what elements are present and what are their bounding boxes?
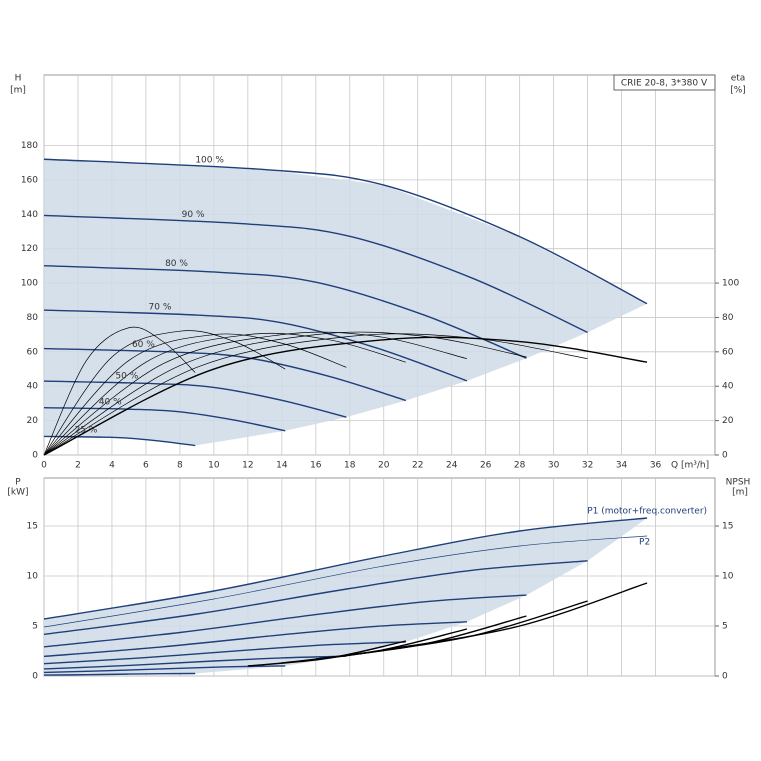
- y-tick-label: 40: [27, 382, 39, 392]
- y2-axis-label: eta: [731, 74, 746, 84]
- secondary-curve: [43, 333, 347, 456]
- y-tick-label: 180: [21, 141, 38, 151]
- curve: [43, 435, 196, 447]
- x-tick-label: 18: [344, 461, 356, 471]
- y2-tick-label: 5: [722, 622, 728, 632]
- curve-label: 60 %: [132, 340, 155, 350]
- curve: [43, 347, 407, 402]
- y-tick-label: 60: [27, 347, 39, 357]
- curve: [43, 594, 527, 648]
- y2-tick-label: 100: [722, 279, 739, 289]
- x-tick-label: 0: [41, 461, 47, 471]
- curve: [43, 535, 648, 628]
- y-tick-label: 140: [21, 210, 38, 220]
- operating-range: [44, 159, 648, 446]
- y2-axis-unit: [m]: [732, 488, 748, 498]
- curve: [43, 407, 286, 432]
- curve: [43, 655, 347, 670]
- secondary-curve: [43, 336, 648, 456]
- title-box: [613, 74, 716, 91]
- curve: [43, 158, 648, 305]
- curve: [43, 621, 468, 658]
- y2-tick-label: 0: [722, 672, 728, 682]
- y-tick-label: 0: [32, 672, 38, 682]
- y2-tick-label: 0: [722, 451, 728, 461]
- x-axis-label: Q [m³/h]: [671, 461, 709, 471]
- x-tick-label: 28: [514, 461, 526, 471]
- curve: [43, 264, 527, 359]
- curve: [43, 214, 588, 334]
- secondary-curve: [247, 640, 406, 667]
- x-tick-label: 4: [109, 461, 115, 471]
- y-tick-label: 20: [27, 416, 39, 426]
- curve-label: P2: [639, 538, 650, 548]
- x-tick-label: 2: [75, 461, 81, 471]
- y2-tick-label: 20: [722, 416, 734, 426]
- y2-tick-label: 80: [722, 313, 734, 323]
- secondary-curve: [43, 331, 468, 456]
- y2-axis-label: NPSH: [726, 478, 751, 488]
- curve: [43, 380, 347, 418]
- chart-title: CRIE 20-8, 3*380 V: [621, 79, 708, 89]
- curve: [43, 641, 406, 665]
- y-axis-unit: [m]: [10, 86, 26, 96]
- curve-label: 80 %: [165, 259, 188, 269]
- x-tick-label: 24: [446, 461, 458, 471]
- layer: [43, 158, 648, 676]
- y2-axis-unit: [%]: [730, 86, 746, 96]
- curve: [43, 560, 588, 636]
- x-tick-label: 30: [548, 461, 560, 471]
- y-tick-label: 120: [21, 244, 38, 254]
- y-tick-label: 10: [27, 572, 39, 582]
- y-tick-label: 15: [27, 522, 38, 532]
- x-tick-label: 22: [412, 461, 423, 471]
- x-tick-label: 36: [650, 461, 662, 471]
- curve-label: 90 %: [182, 210, 205, 220]
- y-tick-label: 100: [21, 279, 38, 289]
- y2-tick-label: 15: [722, 522, 733, 532]
- x-tick-label: 34: [616, 461, 628, 471]
- curve-label: 100 %: [195, 155, 224, 165]
- y2-tick-label: 40: [722, 382, 734, 392]
- y2-tick-label: 10: [722, 572, 734, 582]
- y-axis-label: P: [15, 478, 21, 488]
- curve-label: P1 (motor+freq.converter): [587, 507, 707, 517]
- curve: [43, 309, 468, 382]
- x-tick-label: 14: [276, 461, 288, 471]
- x-tick-label: 16: [310, 461, 322, 471]
- x-tick-label: 8: [177, 461, 183, 471]
- y-axis-unit: [kW]: [7, 488, 28, 498]
- curve: [43, 672, 196, 676]
- curve-label: 25 %: [75, 425, 98, 435]
- x-tick-label: 6: [143, 461, 149, 471]
- y-tick-label: 0: [32, 451, 38, 461]
- secondary-curve: [43, 326, 196, 456]
- y2-tick-label: 60: [722, 347, 734, 357]
- x-tick-label: 10: [208, 461, 220, 471]
- x-tick-label: 12: [242, 461, 253, 471]
- layer: [44, 159, 648, 676]
- curve: [43, 517, 648, 620]
- y-tick-label: 160: [21, 175, 38, 185]
- curve-label: 70 %: [149, 302, 172, 312]
- y-tick-label: 80: [27, 313, 39, 323]
- y-axis-label: H: [15, 74, 22, 84]
- secondary-curve: [43, 330, 286, 456]
- secondary-curve: [43, 332, 406, 456]
- x-tick-label: 32: [582, 461, 593, 471]
- curve-label: 50 %: [115, 371, 138, 381]
- secondary-curve: [43, 333, 588, 456]
- curve-label: 40 %: [99, 397, 122, 407]
- y-tick-label: 5: [32, 622, 38, 632]
- x-tick-label: 26: [480, 461, 492, 471]
- operating-range: [44, 518, 648, 676]
- secondary-curve: [43, 331, 527, 456]
- x-tick-label: 20: [378, 461, 390, 471]
